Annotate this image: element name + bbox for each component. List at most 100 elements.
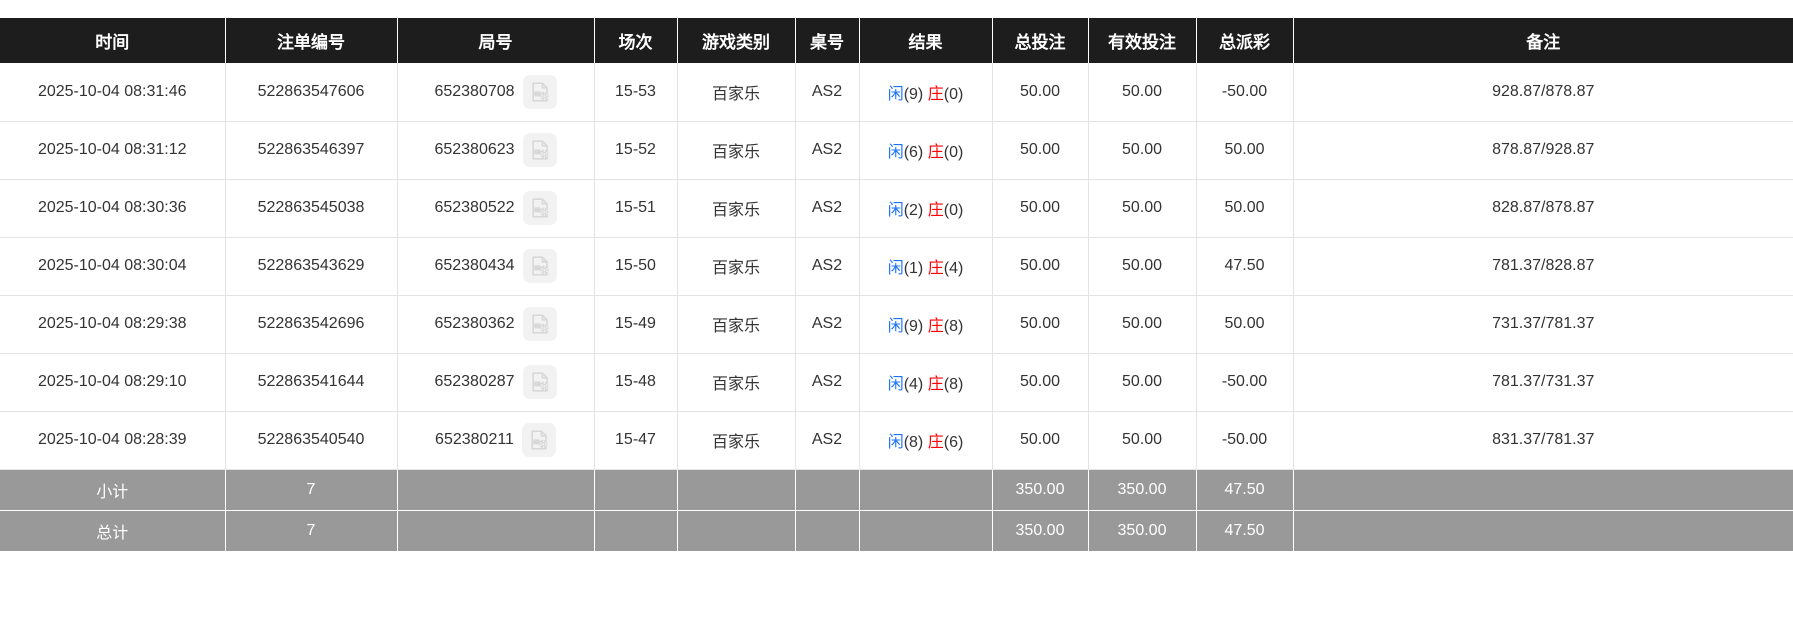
result-player-points: (1) (903, 260, 924, 277)
cell-result: 闲(9) 庄(8) (859, 295, 993, 354)
video-replay-icon[interactable] (522, 249, 557, 283)
summary-remark (1293, 469, 1793, 511)
table-row: 2025-10-04 08:31:46 522863547606 652380708… (0, 63, 1793, 122)
cell-total-bet[interactable]: 50.00 (992, 353, 1089, 412)
summary-table-no (795, 469, 860, 511)
column-header-valid-bet[interactable]: 有效投注 (1088, 18, 1197, 63)
video-replay-icon[interactable] (522, 74, 557, 109)
column-header-result[interactable]: 结果 (859, 18, 993, 63)
column-header-session[interactable]: 场次 (594, 18, 678, 63)
video-replay-icon[interactable] (522, 133, 557, 167)
result-player-label: 闲 (887, 434, 904, 451)
cell-total-bet[interactable]: 50.00 (992, 295, 1089, 354)
cell-valid-bet: 50.00 (1088, 411, 1197, 470)
result-player-points: (8) (903, 434, 924, 451)
cell-time: 2025-10-04 08:31:12 (0, 121, 226, 180)
cell-payout: -50.00 (1196, 411, 1294, 470)
cell-bet-id: 522863543629 (225, 237, 398, 296)
video-replay-icon[interactable] (522, 307, 557, 341)
round-no-text: 652380623 (434, 141, 515, 158)
cell-table-no: AS2 (795, 353, 860, 412)
cell-round-no: 652380623 (397, 121, 595, 180)
round-no-text: 652380287 (434, 373, 515, 390)
summary-game-type (677, 510, 796, 551)
video-replay-icon[interactable] (522, 365, 557, 399)
cell-session: 15-52 (594, 121, 678, 180)
result-player-points: (6) (903, 144, 924, 161)
summary-result (859, 469, 993, 511)
column-header-table-no[interactable]: 桌号 (795, 18, 860, 63)
cell-total-bet[interactable]: 50.00 (992, 121, 1089, 180)
table-summary-body: 小计 7 350.00 350.00 47.50 总计 7 350.00 350.00 47.50 (0, 469, 1793, 551)
cell-round-no: 652380708 (397, 63, 595, 122)
table-header-row: 时间 注单编号 局号 场次 游戏类别 桌号 结果 总投注 有效投注 总派彩 备注 (0, 18, 1793, 63)
cell-round-no: 652380434 (397, 237, 595, 296)
cell-total-bet[interactable]: 50.00 (992, 237, 1089, 296)
cell-bet-id: 522863541644 (225, 353, 398, 412)
cell-game-type: 百家乐 (677, 353, 796, 412)
cell-time: 2025-10-04 08:30:04 (0, 237, 226, 296)
cell-remark: 781.37/731.37 (1293, 353, 1793, 412)
cell-total-bet[interactable]: 50.00 (992, 411, 1089, 470)
cell-total-bet[interactable]: 50.00 (992, 63, 1089, 122)
cell-bet-id: 522863542696 (225, 295, 398, 354)
video-replay-icon[interactable] (522, 191, 557, 225)
table-row: 2025-10-04 08:31:12 522863546397 652380623… (0, 121, 1793, 180)
cell-remark: 781.37/828.87 (1293, 237, 1793, 296)
cell-result: 闲(1) 庄(4) (859, 237, 993, 296)
cell-bet-id: 522863545038 (225, 179, 398, 238)
cell-valid-bet: 50.00 (1088, 353, 1197, 412)
cell-payout: -50.00 (1196, 353, 1294, 412)
column-header-time[interactable]: 时间 (0, 18, 226, 63)
cell-payout: 47.50 (1196, 237, 1294, 296)
summary-total-bet: 350.00 (992, 510, 1089, 551)
cell-game-type: 百家乐 (677, 179, 796, 238)
result-banker-label: 庄 (927, 318, 944, 335)
page-top-spacer (0, 0, 1793, 18)
result-player-label: 闲 (887, 144, 904, 161)
cell-round-no: 652380287 (397, 353, 595, 412)
column-header-remark[interactable]: 备注 (1293, 18, 1793, 63)
column-header-game-type[interactable]: 游戏类别 (677, 18, 796, 63)
round-no-text: 652380211 (435, 431, 514, 448)
result-banker-points: (8) (943, 318, 964, 335)
video-replay-icon[interactable] (521, 423, 556, 457)
column-header-total-bet[interactable]: 总投注 (992, 18, 1089, 63)
result-banker-label: 庄 (927, 434, 944, 451)
cell-table-no: AS2 (795, 179, 860, 238)
round-no-text: 652380522 (434, 199, 515, 216)
cell-total-bet[interactable]: 50.00 (992, 179, 1089, 238)
result-player-points: (9) (903, 318, 924, 335)
cell-session: 15-53 (594, 63, 678, 122)
cell-round-no: 652380522 (397, 179, 595, 238)
cell-remark: 878.87/928.87 (1293, 121, 1793, 180)
cell-payout: 50.00 (1196, 295, 1294, 354)
result-banker-label: 庄 (927, 144, 944, 161)
table-row: 2025-10-04 08:29:10 522863541644 652380287… (0, 353, 1793, 412)
table-header: 时间 注单编号 局号 场次 游戏类别 桌号 结果 总投注 有效投注 总派彩 备注 (0, 18, 1793, 63)
cell-game-type: 百家乐 (677, 63, 796, 122)
cell-session: 15-50 (594, 237, 678, 296)
summary-label: 小计 (0, 469, 226, 511)
cell-payout: 50.00 (1196, 121, 1294, 180)
summary-round-no (397, 469, 595, 511)
cell-valid-bet: 50.00 (1088, 63, 1197, 122)
column-header-round-no[interactable]: 局号 (397, 18, 595, 63)
round-no-text: 652380434 (434, 257, 515, 274)
column-header-payout[interactable]: 总派彩 (1196, 18, 1294, 63)
result-player-points: (2) (903, 202, 924, 219)
column-header-bet-id[interactable]: 注单编号 (225, 18, 398, 63)
cell-session: 15-51 (594, 179, 678, 238)
result-player-label: 闲 (887, 318, 904, 335)
summary-game-type (677, 469, 796, 511)
table-row: 2025-10-04 08:30:36 522863545038 652380522… (0, 179, 1793, 238)
cell-bet-id: 522863547606 (225, 63, 398, 122)
table-row: 2025-10-04 08:29:38 522863542696 652380362… (0, 295, 1793, 354)
result-banker-label: 庄 (927, 260, 944, 277)
cell-remark: 731.37/781.37 (1293, 295, 1793, 354)
summary-session (594, 469, 678, 511)
table-row: 2025-10-04 08:28:39 522863540540 652380211… (0, 411, 1793, 470)
summary-count: 7 (225, 469, 398, 511)
table-body: 2025-10-04 08:31:46 522863547606 652380708… (0, 63, 1793, 470)
